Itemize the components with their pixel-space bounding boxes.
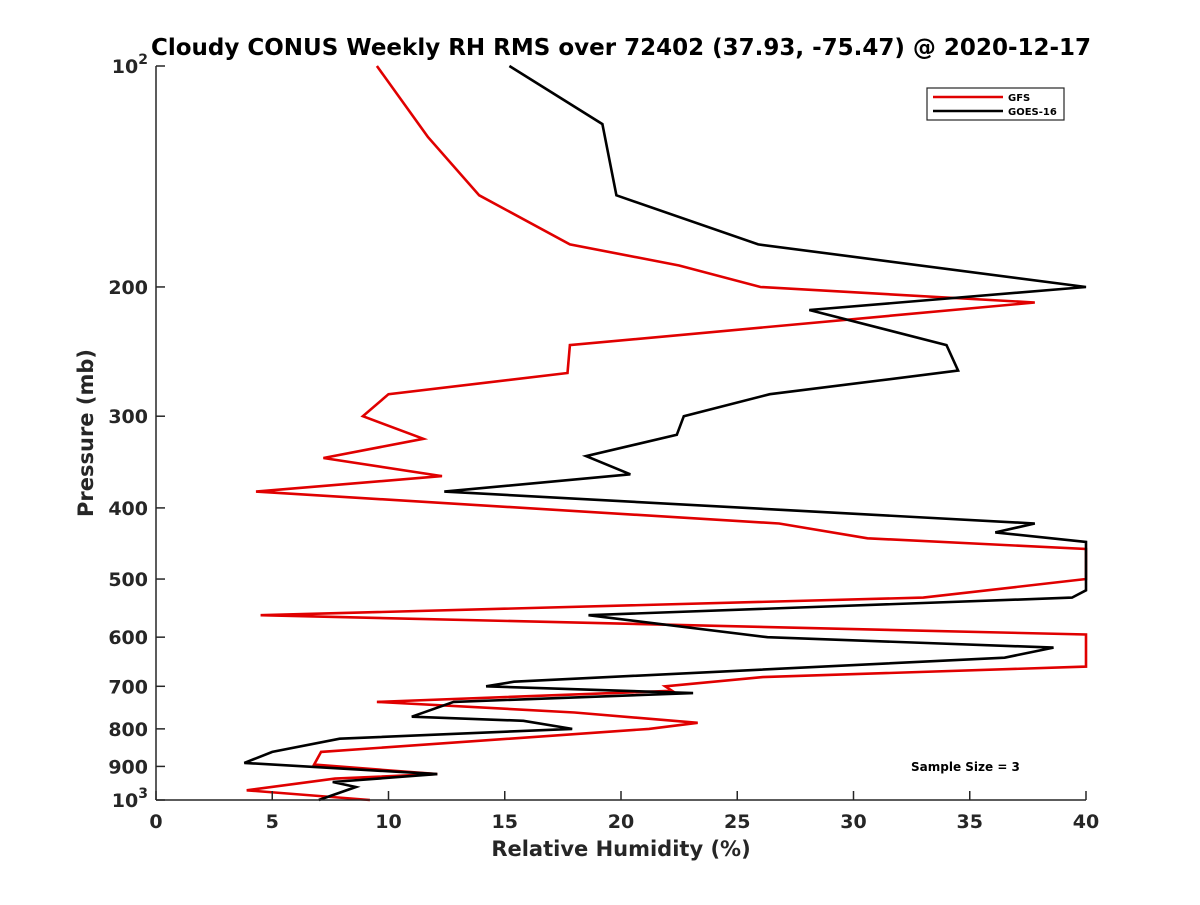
legend: GFS GOES-16 — [926, 87, 1065, 121]
y-tick-label: 400 — [108, 498, 148, 520]
sample-size-annotation: Sample Size = 3 — [911, 760, 1020, 774]
x-tick-label: 40 — [1073, 811, 1099, 833]
y-ticks: 102 200 300 400 500 600 700 800 900 103 — [108, 52, 165, 812]
series-layer — [243, 64, 1088, 802]
x-tick-label: 5 — [266, 811, 279, 833]
y-tick-label: 600 — [108, 627, 148, 649]
x-tick-label: 20 — [608, 811, 634, 833]
x-tick-label: 15 — [492, 811, 518, 833]
x-tick-label: 0 — [149, 811, 162, 833]
x-ticks: 0 5 10 15 20 25 30 35 40 — [149, 791, 1099, 833]
x-tick-label: 25 — [724, 811, 750, 833]
series-line-goes16 — [243, 64, 1088, 802]
legend-label-goes16: GOES-16 — [1008, 107, 1057, 118]
chart-title: Cloudy CONUS Weekly RH RMS over 72402 (3… — [151, 35, 1091, 61]
legend-box — [926, 87, 1065, 121]
y-tick-label: 200 — [108, 277, 148, 299]
y-tick-label: 102 — [112, 52, 148, 78]
x-tick-label: 30 — [840, 811, 866, 833]
y-tick-label: 900 — [108, 756, 148, 778]
y-tick-label: 800 — [108, 719, 148, 741]
legend-label-gfs: GFS — [1008, 93, 1030, 104]
x-tick-label: 10 — [375, 811, 401, 833]
y-axis-label: Pressure (mb) — [74, 349, 98, 517]
x-tick-label: 35 — [957, 811, 983, 833]
y-tick-label: 700 — [108, 676, 148, 698]
y-tick-label: 500 — [108, 569, 148, 591]
y-tick-label: 300 — [108, 406, 148, 428]
x-axis-label: Relative Humidity (%) — [491, 837, 750, 861]
y-tick-label: 103 — [112, 786, 148, 812]
